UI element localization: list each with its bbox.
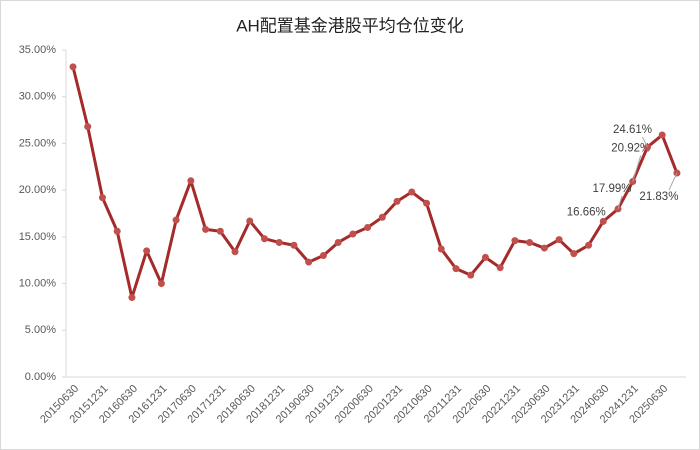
value-label: 20.92%: [611, 143, 650, 155]
marker: [437, 245, 445, 253]
y-tick-label: 10.00%: [19, 277, 57, 289]
chart-title: AH配置基金港股平均仓位变化: [236, 16, 464, 35]
marker: [305, 258, 313, 266]
leader-line: [642, 136, 648, 148]
marker: [393, 197, 401, 205]
value-label: 24.61%: [613, 124, 652, 136]
marker: [481, 253, 489, 261]
value-label: 16.66%: [567, 206, 606, 218]
marker: [260, 235, 268, 243]
marker: [319, 252, 327, 260]
marker: [570, 250, 578, 258]
marker: [423, 199, 431, 207]
marker: [113, 227, 121, 235]
y-tick-label: 30.00%: [19, 91, 57, 103]
marker: [364, 224, 372, 232]
y-tick-label: 25.00%: [19, 137, 57, 149]
marker: [658, 131, 666, 139]
marker: [496, 264, 504, 272]
marker: [128, 294, 136, 302]
marker: [540, 244, 548, 252]
marker: [526, 238, 534, 246]
y-tick-label: 5.00%: [25, 324, 56, 336]
marker: [452, 265, 460, 273]
marker: [216, 227, 224, 235]
marker: [467, 271, 475, 279]
y-tick-label: 15.00%: [19, 231, 57, 243]
marker: [511, 237, 519, 245]
marker: [231, 248, 239, 256]
value-label: 21.83%: [639, 191, 678, 203]
marker: [172, 216, 180, 224]
value-label: 17.99%: [593, 183, 632, 195]
marker: [69, 63, 77, 71]
marker: [246, 217, 254, 225]
marker: [275, 238, 283, 246]
leader-line: [617, 195, 623, 210]
marker: [599, 217, 607, 225]
marker: [585, 241, 593, 249]
marker: [157, 280, 165, 288]
marker: [143, 247, 151, 255]
leader-line: [632, 155, 642, 182]
marker: [84, 123, 92, 131]
marker: [555, 236, 563, 244]
y-tick-label: 35.00%: [19, 44, 57, 56]
marker: [334, 238, 342, 246]
marker: [349, 230, 357, 238]
leader-line: [668, 172, 678, 191]
y-tick-label: 0.00%: [25, 371, 56, 383]
y-tick-label: 20.00%: [19, 184, 57, 196]
marker: [98, 194, 106, 202]
marker: [290, 241, 298, 249]
marker: [378, 213, 386, 221]
marker: [187, 177, 195, 185]
marker: [202, 225, 210, 233]
marker: [408, 188, 416, 196]
